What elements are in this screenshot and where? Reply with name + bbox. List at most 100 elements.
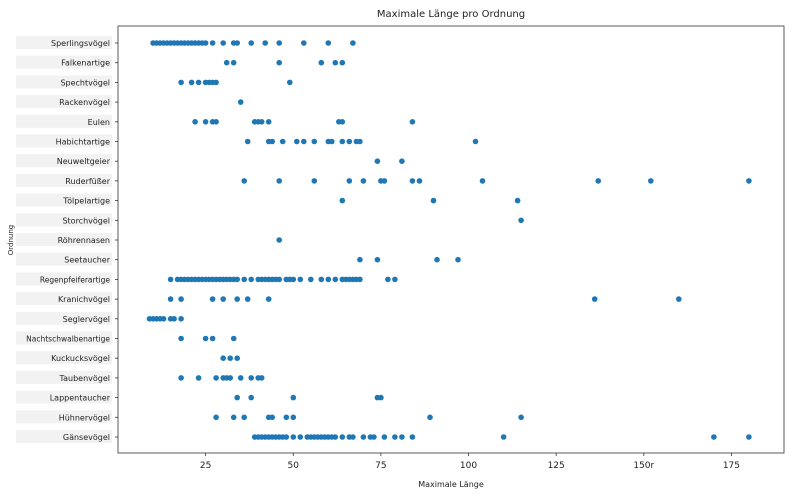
- x-tick-label: 50: [288, 461, 300, 471]
- data-point: [346, 178, 353, 184]
- y-tick-label: Kuckucksvögel: [51, 354, 110, 363]
- y-tick-label: Rackenvögel: [59, 98, 110, 107]
- data-point: [279, 138, 286, 145]
- data-point: [178, 79, 184, 86]
- data-point: [276, 276, 283, 283]
- data-point: [276, 40, 283, 46]
- y-tick-label: Neuweltgeier: [57, 157, 111, 166]
- data-point: [409, 119, 416, 125]
- y-tick-label: Tölpelartige: [62, 197, 110, 206]
- data-point: [244, 138, 251, 145]
- data-point: [325, 276, 332, 283]
- data-point: [160, 316, 167, 322]
- data-point: [178, 316, 184, 322]
- data-point: [308, 276, 314, 283]
- data-point: [167, 296, 174, 302]
- data-points: [146, 40, 752, 440]
- data-point: [301, 138, 307, 145]
- data-point: [276, 178, 283, 184]
- data-point: [430, 197, 437, 204]
- data-point: [479, 178, 486, 184]
- y-label-background: [16, 213, 112, 227]
- data-point: [213, 414, 219, 421]
- y-tick-label: Taubenvögel: [59, 374, 110, 383]
- y-tick-label: Regenpfeiferartige: [40, 275, 111, 284]
- data-point: [374, 158, 381, 164]
- data-point: [392, 434, 398, 440]
- data-point: [472, 138, 479, 145]
- data-point: [455, 256, 461, 263]
- data-point: [339, 59, 346, 66]
- data-point: [227, 355, 233, 362]
- data-point: [227, 375, 233, 381]
- y-label-background: [16, 292, 112, 306]
- data-point: [237, 375, 244, 381]
- y-label-background: [16, 272, 112, 286]
- data-point: [283, 434, 290, 440]
- y-tick-label: Falkenartige: [61, 59, 110, 68]
- y-tick-label: Sperlingsvögel: [51, 39, 110, 48]
- data-point: [241, 276, 247, 283]
- data-point: [234, 394, 240, 401]
- data-point: [746, 434, 752, 440]
- data-point: [339, 138, 346, 145]
- data-point: [360, 434, 367, 440]
- y-label-background: [16, 233, 112, 246]
- data-point: [209, 40, 216, 46]
- data-point: [746, 178, 752, 184]
- data-point: [220, 296, 226, 302]
- data-point: [248, 375, 254, 381]
- data-point: [230, 335, 237, 342]
- data-point: [350, 40, 356, 46]
- x-tick-label: 25: [200, 461, 211, 471]
- x-tick-label: 150r: [633, 461, 654, 471]
- data-point: [297, 276, 304, 283]
- data-point: [167, 276, 174, 283]
- y-tick-label: Eulen: [88, 118, 110, 127]
- y-tick-label: Seglervögel: [63, 315, 110, 324]
- data-point: [329, 138, 335, 145]
- y-axis-labels: Sperlingsvögel Falkenartige Spechtvögel Rac…: [16, 36, 118, 443]
- y-tick-label: Nachtschwalbenartige: [26, 335, 110, 344]
- data-point: [290, 276, 297, 283]
- y-tick-label: Seetaucher: [64, 256, 110, 265]
- data-point: [332, 276, 339, 283]
- data-point: [325, 40, 332, 46]
- data-point: [195, 79, 202, 86]
- data-point: [178, 335, 184, 342]
- chart-title: Maximale Länge pro Ordnung: [377, 9, 525, 20]
- x-tick-label: 75: [375, 461, 386, 471]
- data-point: [385, 276, 391, 283]
- data-point: [276, 237, 283, 243]
- data-point: [339, 197, 346, 204]
- data-point: [518, 217, 524, 224]
- data-point: [676, 296, 682, 302]
- data-point: [188, 79, 195, 86]
- data-point: [258, 119, 265, 125]
- y-tick-label: Gänsevögel: [63, 433, 110, 442]
- y-label-background: [16, 36, 112, 49]
- y-label-background: [16, 134, 112, 148]
- y-tick-label: Hühnervögel: [59, 413, 110, 422]
- data-point: [427, 414, 433, 421]
- y-label-background: [16, 252, 112, 266]
- y-label-background: [16, 390, 112, 404]
- data-point: [357, 256, 363, 263]
- x-axis-label: Maximale Länge: [418, 480, 484, 489]
- data-point: [290, 394, 297, 401]
- data-point: [213, 119, 219, 125]
- data-point: [374, 256, 381, 263]
- data-point: [234, 276, 240, 283]
- data-point: [202, 335, 209, 342]
- y-tick-label: Lappentaucher: [50, 394, 111, 403]
- x-tick-label: 100: [460, 461, 477, 471]
- data-point: [318, 59, 325, 66]
- y-label-background: [16, 331, 112, 345]
- data-point: [357, 276, 363, 283]
- y-label-background: [16, 410, 112, 424]
- y-tick-label: Habichtartige: [56, 138, 110, 147]
- y-label-background: [16, 351, 112, 365]
- data-point: [311, 138, 318, 145]
- data-point: [711, 434, 717, 440]
